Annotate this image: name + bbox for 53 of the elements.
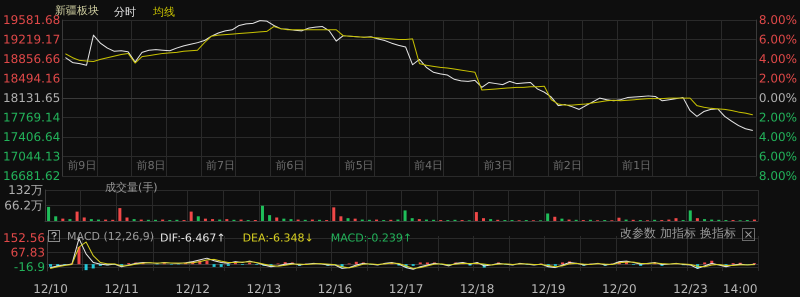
annotation: 前3日	[483, 159, 512, 172]
y-tick-label: 18856.66	[2, 52, 60, 66]
annotation: 加指标	[660, 226, 696, 240]
annotation: 前1日	[622, 159, 652, 172]
y2-tick-label: 2.00%	[758, 110, 798, 124]
annotation: 前8日	[136, 159, 166, 172]
y2-tick-label: 4.00%	[758, 52, 798, 66]
y-tick-label: 152.56	[2, 231, 45, 246]
y2-tick-label: 8.00%	[758, 169, 798, 183]
annotation: 前9日	[67, 159, 96, 172]
y-tick-label: 132万	[8, 183, 43, 197]
series-label: DIF:-6.467↑	[160, 232, 226, 244]
y2-tick-label: 4.00%	[758, 130, 798, 144]
series-label: MACD:-0.239↑	[330, 232, 412, 244]
x-tick-label: 12/20	[602, 282, 637, 296]
x-tick-label: 12/10	[33, 282, 68, 296]
annotation: 前4日	[414, 159, 444, 172]
y2-tick-label: 2.00%	[758, 72, 798, 86]
y-tick-label: 66.2万	[4, 198, 43, 212]
text: 分时	[114, 6, 136, 18]
series-label: DEA:-6.348↓	[242, 232, 314, 244]
annotation: 前6日	[275, 159, 304, 172]
y-tick-label: 17769.14	[2, 110, 60, 124]
y2-tick-label: 6.00%	[758, 150, 798, 164]
y-tick-label: 18131.65	[2, 91, 60, 105]
y2-tick-label: 8.00%	[758, 13, 798, 27]
annotation: 前7日	[206, 159, 235, 172]
annotation: 换指标	[700, 226, 736, 240]
y-tick-label: 17406.64	[2, 130, 60, 144]
text: 均线	[152, 6, 175, 18]
x-tick-label: 12/18	[460, 282, 494, 296]
chart-title: 成交量(手)	[105, 181, 158, 194]
x-tick-label: 12/17	[388, 282, 424, 296]
y-tick-label: -16.9	[14, 260, 45, 274]
x-tick-label: 12/16	[318, 282, 352, 296]
x-tick-label: 12/19	[530, 282, 566, 296]
chart-title: MACD (12,26,9)	[67, 230, 154, 243]
x-tick-label: 14:00	[722, 282, 758, 296]
y2-tick-label: 6.00%	[758, 32, 798, 46]
annotation: 前2日	[552, 159, 582, 172]
y-tick-label: 18494.16	[2, 72, 60, 86]
y-tick-label: 19219.17	[2, 32, 60, 46]
y-tick-label: 17044.13	[2, 150, 60, 164]
annotation: 改参数	[620, 226, 656, 240]
x-tick-label: 12/12	[175, 282, 210, 296]
x-tick-label: 12/13	[246, 282, 282, 296]
y-tick-label: 16681.62	[2, 169, 60, 183]
x-tick-label: 12/23	[673, 282, 708, 296]
y-tick-label: 67.83	[10, 246, 45, 260]
annotation: 前5日	[344, 159, 374, 172]
y2-tick-label: 0.00%	[758, 91, 798, 105]
x-tick-label: 12/11	[104, 282, 139, 296]
chart-title: 新疆板块	[55, 4, 99, 17]
